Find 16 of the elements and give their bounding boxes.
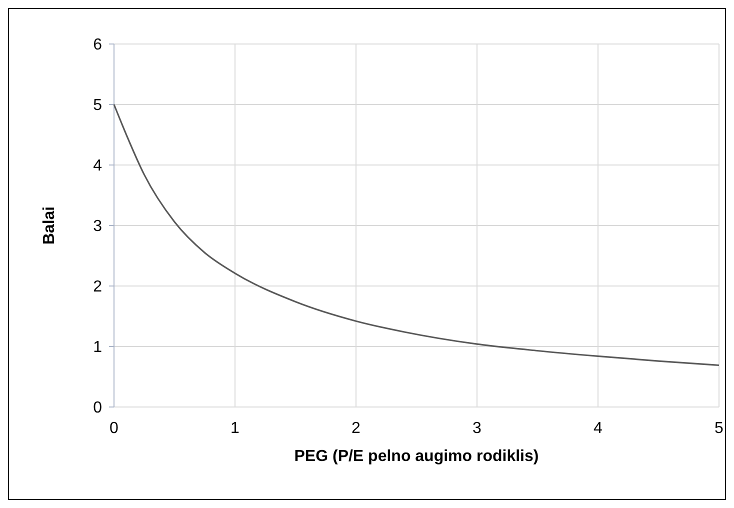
y-tick-label: 3 — [93, 218, 102, 236]
y-tick-label: 6 — [93, 36, 102, 54]
line-series — [113, 104, 720, 366]
y-axis-title: Balai — [41, 206, 58, 245]
y-tick-label: 1 — [93, 339, 102, 356]
x-tick-label: 3 — [472, 420, 482, 437]
x-axis-title: PEG (P/E pelno augimo rodiklis) — [294, 448, 539, 465]
y-tick-label: 0 — [93, 400, 102, 417]
x-tick-label: 1 — [230, 420, 240, 437]
y-tick-label: 5 — [93, 97, 102, 114]
x-tick-label: 5 — [714, 420, 724, 437]
x-tick-label: 0 — [110, 420, 119, 437]
y-tick-label: 2 — [93, 278, 102, 296]
y-tick-label: 4 — [93, 158, 102, 175]
x-tick-label: 4 — [594, 420, 603, 437]
x-tick-label: 2 — [352, 420, 361, 437]
